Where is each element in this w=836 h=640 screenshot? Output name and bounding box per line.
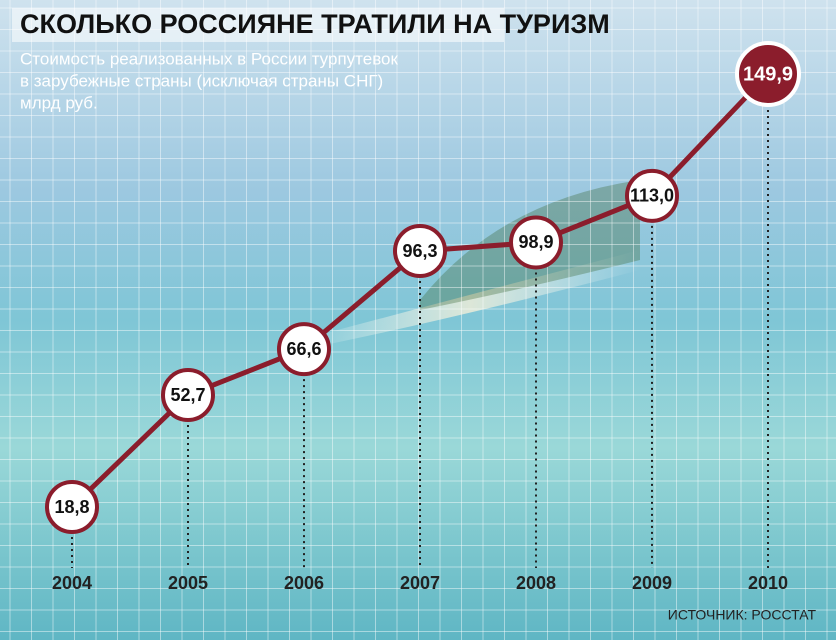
source: ИСТОЧНИК: РОССТАТ xyxy=(668,607,817,623)
data-label: 18,8 xyxy=(54,497,89,517)
x-tick-label: 2010 xyxy=(748,573,788,593)
marker xyxy=(509,215,563,270)
x-tick-label: 2005 xyxy=(168,573,208,593)
marker xyxy=(735,41,801,107)
subtitle-line: Стоимость реализованных в России турпуте… xyxy=(20,49,398,68)
marker xyxy=(161,368,215,423)
data-label: 52,7 xyxy=(170,385,205,405)
data-label: 66,6 xyxy=(286,339,321,359)
x-tick-label: 2004 xyxy=(52,573,92,593)
x-tick-label: 2009 xyxy=(632,573,672,593)
marker xyxy=(625,168,679,223)
marker xyxy=(277,322,331,377)
marker xyxy=(393,224,447,279)
x-tick-label: 2006 xyxy=(284,573,324,593)
data-label: 98,9 xyxy=(518,232,553,252)
subtitle-line: млрд руб. xyxy=(20,93,98,112)
x-tick-label: 2007 xyxy=(400,573,440,593)
chart-title: СКОЛЬКО РОССИЯНЕ ТРАТИЛИ НА ТУРИЗМ xyxy=(20,9,610,39)
data-label: 149,9 xyxy=(743,63,793,85)
title-backdrop xyxy=(12,8,504,42)
data-label: 96,3 xyxy=(402,241,437,261)
x-tick-label: 2008 xyxy=(516,573,556,593)
subtitle: Стоимость реализованных в России турпуте… xyxy=(20,49,398,112)
island-shore xyxy=(300,250,640,350)
data-label: 113,0 xyxy=(630,186,674,206)
marker xyxy=(45,480,99,534)
subtitle-line: в зарубежные страны (исключая страны СНГ… xyxy=(20,71,383,90)
